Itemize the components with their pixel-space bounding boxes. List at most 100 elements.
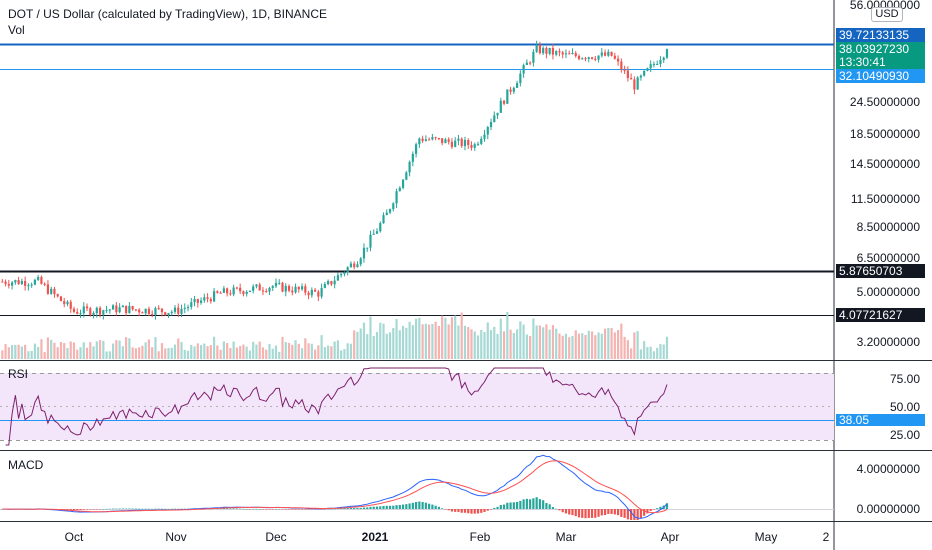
volume-bar bbox=[467, 327, 470, 359]
candle-body bbox=[483, 134, 486, 139]
candle-body bbox=[245, 291, 248, 295]
macd-histogram-bar bbox=[431, 504, 434, 509]
candle-body bbox=[356, 264, 359, 268]
macd-histogram-bar bbox=[408, 503, 411, 509]
macd-histogram-bar bbox=[388, 505, 392, 509]
symbol-title[interactable]: DOT / US Dollar (calculated by TradingVi… bbox=[8, 7, 328, 21]
volume-bar bbox=[499, 318, 502, 359]
volume-bar bbox=[307, 343, 310, 359]
volume-bar bbox=[199, 345, 203, 359]
macd-histogram-bar bbox=[79, 509, 82, 510]
macd-histogram-bar bbox=[268, 509, 271, 510]
candle-body bbox=[564, 53, 568, 55]
candle-body bbox=[248, 290, 252, 292]
volume-bar bbox=[636, 331, 639, 359]
candle-body bbox=[287, 285, 291, 291]
volume-bar bbox=[542, 327, 545, 359]
macd-histogram-bar bbox=[577, 509, 581, 518]
candle-body bbox=[372, 233, 375, 235]
candle-body bbox=[242, 291, 245, 295]
volume-bar bbox=[512, 333, 515, 359]
volume-bar bbox=[616, 329, 620, 359]
price-tick: 11.50000000 bbox=[850, 192, 920, 206]
volume-bar bbox=[411, 325, 414, 359]
macd-histogram-bar bbox=[180, 508, 183, 510]
volume-bar bbox=[304, 338, 307, 359]
volume-bar bbox=[125, 337, 128, 359]
volume-bar bbox=[151, 347, 154, 359]
volume-bar bbox=[24, 344, 27, 359]
volume-bar bbox=[154, 337, 157, 359]
macd-histogram-bar bbox=[111, 508, 115, 510]
volume-bar bbox=[108, 351, 111, 359]
candle-body bbox=[587, 57, 590, 59]
volume-bar bbox=[421, 324, 424, 359]
volume-bar bbox=[82, 342, 85, 359]
time-label: Nov bbox=[165, 530, 187, 544]
macd-histogram-bar bbox=[118, 508, 121, 510]
candle-body bbox=[89, 308, 92, 316]
volume-bar bbox=[630, 348, 633, 359]
volume-bar bbox=[4, 344, 7, 359]
volume-bar bbox=[343, 349, 346, 359]
currency-button[interactable]: USD bbox=[871, 7, 903, 22]
candle-body bbox=[522, 65, 525, 74]
price-candles bbox=[1, 40, 669, 320]
volume-bar bbox=[226, 343, 229, 359]
candle-body bbox=[63, 301, 66, 305]
volume-bar bbox=[10, 345, 14, 359]
candle-body bbox=[362, 247, 366, 259]
candle-body bbox=[180, 308, 183, 314]
candle-body bbox=[525, 62, 528, 66]
macd-histogram-bar bbox=[258, 508, 261, 510]
volume-bar bbox=[20, 346, 23, 359]
macd-histogram-bar bbox=[349, 507, 353, 509]
macd-histogram-bar bbox=[616, 509, 620, 516]
volume-bar bbox=[320, 335, 323, 359]
macd-histogram-bar bbox=[336, 508, 340, 509]
candle-body bbox=[69, 301, 72, 309]
volume-bar bbox=[626, 340, 629, 359]
candle-body bbox=[261, 290, 265, 292]
macd-histogram-bar bbox=[66, 509, 69, 510]
volume-bar bbox=[144, 342, 147, 359]
volume-bar bbox=[437, 325, 441, 359]
macd-histogram-bar bbox=[385, 505, 388, 509]
macd-histogram-bar bbox=[327, 508, 330, 510]
macd-histogram-bar bbox=[287, 509, 291, 510]
candle-body bbox=[577, 56, 581, 60]
volume-bar bbox=[164, 348, 167, 359]
price-tick: 8.50000000 bbox=[856, 220, 920, 234]
candle-body bbox=[1, 281, 4, 283]
macd-histogram-bar bbox=[480, 509, 483, 513]
macd-histogram-bar bbox=[294, 509, 297, 510]
volume-bar bbox=[649, 346, 652, 359]
rsi-indicator bbox=[5, 367, 668, 446]
macd-histogram-bar bbox=[470, 509, 473, 514]
macd-histogram-bar bbox=[476, 509, 480, 514]
volume-bar bbox=[483, 331, 486, 359]
macd-histogram-bar bbox=[639, 509, 643, 519]
rsi-tick: 75.00 bbox=[889, 372, 920, 386]
candle-body bbox=[76, 311, 79, 314]
price-tick: 5.00000000 bbox=[856, 285, 920, 299]
macd-histogram-bar bbox=[85, 509, 89, 510]
candle-body bbox=[444, 139, 447, 144]
macd-histogram-bar bbox=[610, 509, 613, 514]
last-price-badge: 38.03927230 bbox=[836, 42, 925, 56]
candle-body bbox=[532, 51, 535, 63]
volume-bar bbox=[281, 336, 284, 359]
macd-histogram-bar bbox=[379, 506, 382, 509]
macd-histogram-bar bbox=[183, 508, 186, 510]
macd-histogram-bar bbox=[607, 509, 610, 514]
upper-line-badge: 39.72133135 bbox=[836, 28, 925, 42]
macd-histogram-bar bbox=[346, 508, 349, 509]
volume-bar bbox=[183, 349, 186, 359]
candle-body bbox=[424, 139, 427, 141]
candle-body bbox=[108, 309, 111, 311]
macd-histogram-bar bbox=[255, 508, 258, 510]
volume-bar bbox=[639, 349, 643, 359]
volume-bar bbox=[248, 350, 252, 359]
volume-bar bbox=[643, 341, 646, 359]
